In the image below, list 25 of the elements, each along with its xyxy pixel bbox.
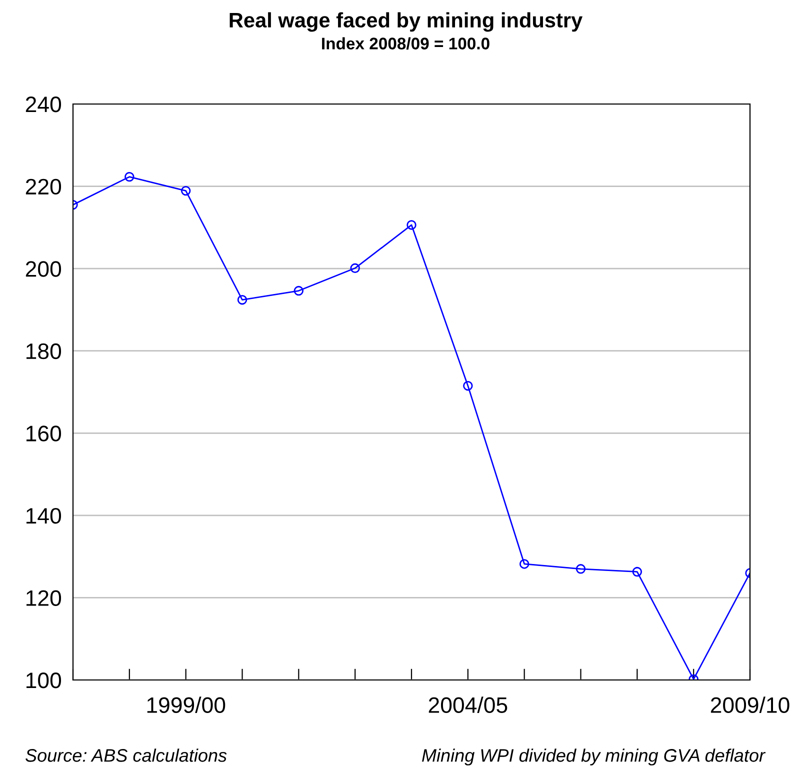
point (406, 220, 416, 230)
y-tick-label: 160 (26, 426, 62, 442)
point (463, 380, 473, 391)
text: Mining WPI divided by mining GVA deflator (422, 748, 766, 766)
chart-title: Real wage faced by mining industry (230, 12, 583, 32)
point (576, 564, 586, 574)
x-tick-label: 2009/10 (710, 696, 790, 713)
y-tick-label: 240 (26, 96, 62, 112)
point (180, 186, 191, 196)
y-tick-label: 100 (26, 672, 62, 688)
y-tick-label: 200 (26, 261, 62, 277)
y-tick-label: 120 (26, 590, 62, 606)
x-tick-label: 2004/05 (428, 696, 508, 713)
point (124, 172, 134, 182)
point (350, 263, 360, 274)
y-tick-label: 140 (26, 508, 62, 524)
x-tick-label: 1999/00 (147, 696, 226, 713)
point (519, 559, 530, 569)
y-tick-label: 180 (26, 343, 62, 360)
point (632, 566, 642, 577)
point (294, 286, 304, 296)
chart-subtitle: Index 2008/09 = 100.0 (322, 37, 490, 50)
y-tick-label: 220 (26, 178, 62, 195)
source-note: Source: ABS calculations (26, 748, 227, 762)
point (237, 294, 248, 305)
